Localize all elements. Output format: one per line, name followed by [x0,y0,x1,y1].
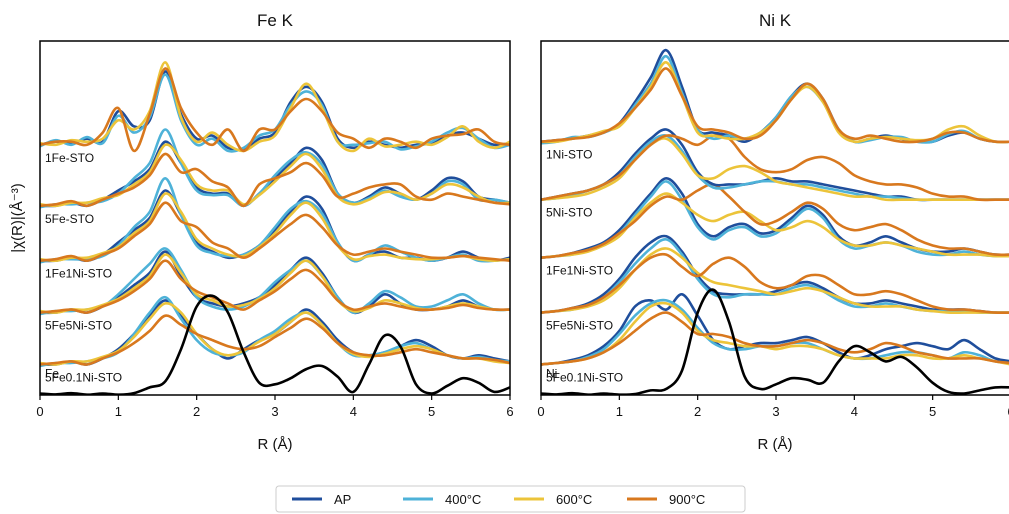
x-axis-label: R (Å) [258,436,293,453]
series-line-900c [541,182,1009,259]
series-line-900c [40,259,510,314]
sample-label: 1Fe1Ni-STO [546,264,613,278]
legend-label: 600°C [556,492,592,507]
legend-frame [275,485,746,513]
series-line-ap [40,70,510,152]
x-tick-label: 5 [428,404,435,419]
series-line-ap [541,293,1009,366]
x-tick-label: 0 [537,404,544,419]
series-line-400c [40,247,510,316]
legend-label: AP [334,492,351,507]
x-tick-label: 4 [350,404,357,419]
sample-label: 5Fe5Ni-STO [546,319,613,333]
panel-title: Ni K [759,11,792,30]
plot-area [541,48,1009,395]
legend: AP 400°C 600°C 900°C [275,485,746,513]
series-line-900c [541,133,1009,202]
x-tick-label: 6 [1007,404,1009,419]
reference-label: Fe [45,366,59,380]
panel-fe-k: Fe K 1Fe-STO 5Fe-STO 1Fe1Ni-STO 5Fe5Ni-STO 5… [36,11,513,453]
series-line-900c [541,252,1009,315]
x-ticks: 0 1 2 3 4 5 6 [36,395,514,419]
series-line-900c [541,67,1009,144]
series-line-600c [40,61,510,153]
x-tick-label: 6 [506,404,513,419]
sample-labels: 1Fe-STO 5Fe-STO 1Fe1Ni-STO 5Fe5Ni-STO 5Fe0.1… [45,151,122,385]
sample-label: 5Fe0.1Ni-STO [546,370,623,384]
series-line-600c [541,137,1009,202]
sample-label: 5Fe-STO [45,212,94,226]
legend-label: 900°C [669,492,705,507]
sample-label: 5Ni-STO [546,206,592,220]
x-tick-label: 0 [36,404,43,419]
plot-area [40,61,510,395]
series-line-600c [541,247,1009,315]
x-ticks: 0 1 2 3 4 5 6 [537,395,1009,419]
series-line-600c [40,302,510,366]
series-line-900c [40,152,510,208]
series-line-400c [541,133,1009,202]
x-tick-label: 4 [851,404,858,419]
panel-ni-k: Ni K 1Ni-STO 5Ni-STO 1Fe1Ni-STO 5Fe5Ni-STO 5… [537,11,1009,453]
x-tick-label: 5 [929,404,936,419]
x-tick-label: 2 [193,404,200,419]
sample-labels: 1Ni-STO 5Ni-STO 1Fe1Ni-STO 5Fe5Ni-STO 5Fe0.1… [546,148,623,385]
sample-label: 5Fe5Ni-STO [45,319,112,333]
y-axis-label: |χ(R)|(Å⁻³) [9,183,26,252]
series-line-600c [541,192,1009,259]
series-line-900c [40,67,510,153]
series-line-600c [541,301,1009,366]
legend-label: 400°C [445,492,481,507]
x-tick-label: 2 [694,404,701,419]
plot-frame [39,40,511,396]
sample-label: 5Fe0.1Ni-STO [45,370,122,384]
x-tick-label: 3 [271,404,278,419]
x-tick-label: 3 [772,404,779,419]
series-line-900c [541,311,1009,366]
panel-title: Fe K [257,11,294,30]
x-tick-label: 1 [616,404,623,419]
x-tick-label: 1 [115,404,122,419]
sample-label: 1Fe-STO [45,151,94,165]
sample-label: 1Fe1Ni-STO [45,267,112,281]
sample-label: 1Ni-STO [546,148,592,162]
series-line-900c [40,314,510,366]
series-line-600c [40,143,510,208]
reference-label: Ni [546,366,557,380]
x-axis-label: R (Å) [758,436,793,453]
series-line-ap [541,234,1009,315]
series-line-900c [40,201,510,262]
